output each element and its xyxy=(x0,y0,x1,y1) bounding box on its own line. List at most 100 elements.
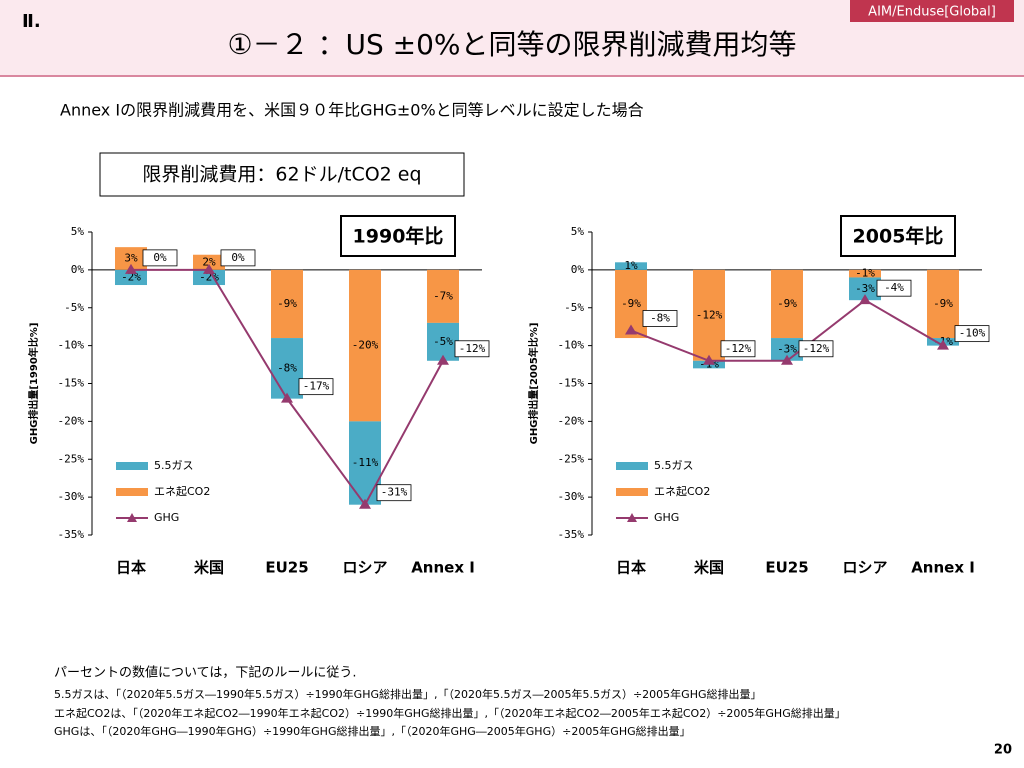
slide-title: ①－２ ：US ±0%と同等の限界削減費用均等 xyxy=(227,28,796,61)
x-tick-label: Annex I xyxy=(911,559,975,577)
legend-label: GHG xyxy=(154,511,179,524)
ghg-label: -10% xyxy=(959,327,986,340)
ghg-marker xyxy=(359,498,371,509)
ghg-label: -17% xyxy=(303,380,330,393)
ghg-label-box xyxy=(798,340,834,358)
ghg-marker xyxy=(437,354,449,365)
segment-label: 3% xyxy=(124,252,138,265)
ghg-marker xyxy=(859,294,871,305)
segment-label: -9% xyxy=(777,297,797,310)
stamp: 2005年比 xyxy=(853,225,944,248)
y-tick-label: -5% xyxy=(564,301,584,314)
x-tick-label: 米国 xyxy=(694,559,724,577)
ghg-label: -8% xyxy=(650,311,670,324)
cost-box xyxy=(99,152,465,197)
bar-segment xyxy=(427,269,459,323)
x-tick-label: EU25 xyxy=(765,559,808,577)
bar-segment xyxy=(349,269,381,422)
ghg-marker xyxy=(781,354,793,365)
y-tick-label: 0% xyxy=(571,263,585,276)
bar-segment xyxy=(771,269,803,339)
bar-segment xyxy=(615,262,647,270)
ghg-label-box xyxy=(376,484,412,502)
x-tick-label: ロシア xyxy=(842,559,887,577)
tag-box xyxy=(850,0,1014,22)
bar-segment xyxy=(115,247,147,270)
stamp: 1990年比 xyxy=(353,225,444,248)
y-tick-label: 5% xyxy=(71,225,85,238)
y-tick-label: -35% xyxy=(58,528,85,541)
segment-label: -9% xyxy=(621,297,641,310)
y-tick-label: -15% xyxy=(58,377,85,390)
y-tick-label: -10% xyxy=(558,339,585,352)
legend-swatch xyxy=(116,488,148,496)
y-tick-label: -20% xyxy=(58,414,85,427)
ghg-label: 0% xyxy=(231,251,245,264)
bar-segment xyxy=(927,269,959,339)
ghg-label-box xyxy=(298,378,334,396)
x-tick-label: 日本 xyxy=(116,559,146,577)
legend-marker xyxy=(127,513,137,522)
bar-segment xyxy=(271,269,303,339)
x-tick-label: Annex I xyxy=(411,559,475,577)
y-tick-label: -25% xyxy=(58,452,85,465)
segment-label: 2% xyxy=(202,255,216,268)
bar-segment xyxy=(849,277,881,301)
note: パーセントの数値については，下記のルールに従う. xyxy=(54,665,356,681)
bar-segment xyxy=(693,269,725,361)
page-number: 20 xyxy=(994,743,1012,758)
y-tick-label: -5% xyxy=(64,301,84,314)
legend-label: 5.5ガス xyxy=(654,459,694,472)
cost-text: 限界削減費用：62ドル/tCO2 eq xyxy=(142,164,421,186)
legend-marker xyxy=(627,513,637,522)
segment-label: 1% xyxy=(624,259,638,272)
ghg-label: -12% xyxy=(803,342,830,355)
ghg-label-box xyxy=(954,325,990,343)
y-tick-label: 0% xyxy=(71,263,85,276)
y-tick-label: -30% xyxy=(558,490,585,503)
y-tick-label: -10% xyxy=(58,339,85,352)
legend-label: エネ起CO2 xyxy=(154,485,210,498)
note: GHGは、「（2020年GHG―1990年GHG）÷1990年GHG総排出量」,… xyxy=(54,724,691,738)
legend-swatch xyxy=(616,462,648,470)
y-tick-label: -35% xyxy=(558,528,585,541)
segment-label: -1% xyxy=(855,267,875,280)
x-tick-label: ロシア xyxy=(342,559,387,577)
note: 5.5ガスは、「（2020年5.5ガス―1990年5.5ガス）÷1990年GHG… xyxy=(54,687,762,701)
y-tick-label: -30% xyxy=(58,490,85,503)
ghg-marker xyxy=(125,263,137,274)
ghg-marker xyxy=(625,324,637,335)
bar-segment xyxy=(193,254,225,270)
segment-label: -9% xyxy=(277,297,297,310)
bar-segment xyxy=(115,269,147,286)
legend-swatch xyxy=(116,462,148,470)
stamp-box xyxy=(340,215,456,257)
legend-label: GHG xyxy=(654,511,679,524)
y-tick-label: -25% xyxy=(558,452,585,465)
ghg-label-box xyxy=(720,340,756,358)
legend-label: 5.5ガス xyxy=(154,459,194,472)
subtitle: Annex Iの限界削減費用を、米国９０年比GHG±0%と同等レベルに設定した場… xyxy=(60,101,644,120)
y-axis-title: GHG排出量[1990年比%] xyxy=(27,323,40,445)
y-axis-title: GHG排出量[2005年比%] xyxy=(527,323,540,445)
ghg-marker xyxy=(281,392,293,403)
ghg-marker xyxy=(203,263,215,274)
segment-label: -12% xyxy=(696,308,723,321)
segment-label: -7% xyxy=(433,289,453,302)
y-tick-label: -20% xyxy=(558,414,585,427)
tag: AIM/Enduse[Global] xyxy=(868,5,996,20)
bar-segment xyxy=(427,322,459,361)
ghg-label: -12% xyxy=(725,342,752,355)
segment-label: -20% xyxy=(352,339,379,352)
ghg-label-box xyxy=(142,249,178,267)
segment-label: -3% xyxy=(777,342,797,355)
ghg-marker xyxy=(937,339,949,350)
segment-label: -8% xyxy=(277,361,297,374)
segment-label: -11% xyxy=(352,456,379,469)
y-tick-label: -15% xyxy=(558,377,585,390)
ghg-label: -4% xyxy=(884,281,904,294)
legend-swatch xyxy=(616,488,648,496)
ghg-label: 0% xyxy=(153,251,167,264)
